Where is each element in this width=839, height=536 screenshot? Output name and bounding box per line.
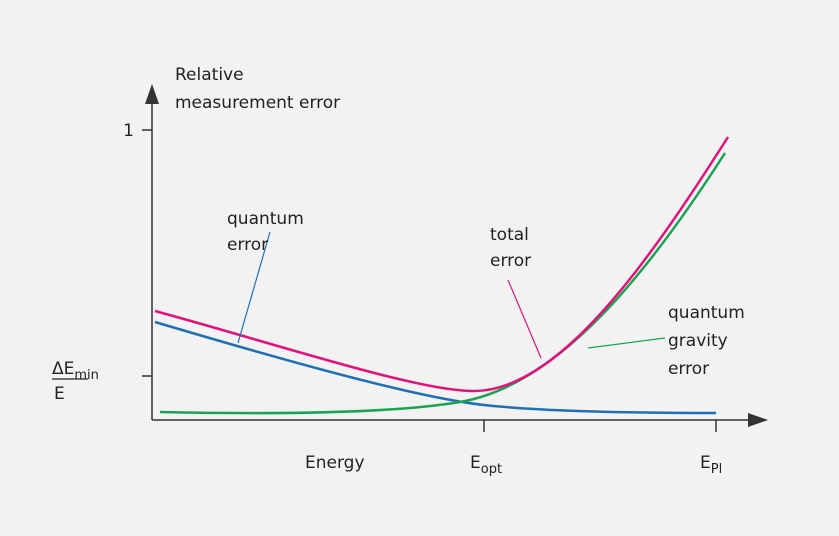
curve-label: error xyxy=(490,251,531,271)
leader xyxy=(237,231,271,344)
leader xyxy=(587,337,666,349)
total-curve xyxy=(154,136,730,393)
curve-label: error xyxy=(668,359,709,379)
curve-label: quantum xyxy=(227,209,304,229)
x-label: Energy xyxy=(305,453,365,473)
y-label: Relative xyxy=(175,65,244,85)
leader xyxy=(507,279,542,359)
x-arrow xyxy=(748,413,768,427)
curve-label: gravity xyxy=(668,331,728,351)
gravity-curve xyxy=(159,152,727,415)
text: min xyxy=(74,368,99,383)
curve-label: quantum xyxy=(668,303,745,323)
y-arrow xyxy=(145,84,159,104)
text: ΔE xyxy=(52,359,74,379)
curve-label: error xyxy=(227,235,268,255)
y-label: measurement error xyxy=(175,93,340,113)
text: Pl xyxy=(711,462,722,477)
curve-label: total xyxy=(490,225,529,245)
fraction-denominator: E xyxy=(54,384,65,404)
x-tick-label: EPl xyxy=(700,453,722,477)
quantum-curve xyxy=(154,320,717,415)
text: E xyxy=(700,453,711,473)
text: opt xyxy=(481,462,502,477)
y-tick-label: 1 xyxy=(123,121,134,141)
text: E xyxy=(470,453,481,473)
x-tick-label: Eopt xyxy=(470,453,502,477)
